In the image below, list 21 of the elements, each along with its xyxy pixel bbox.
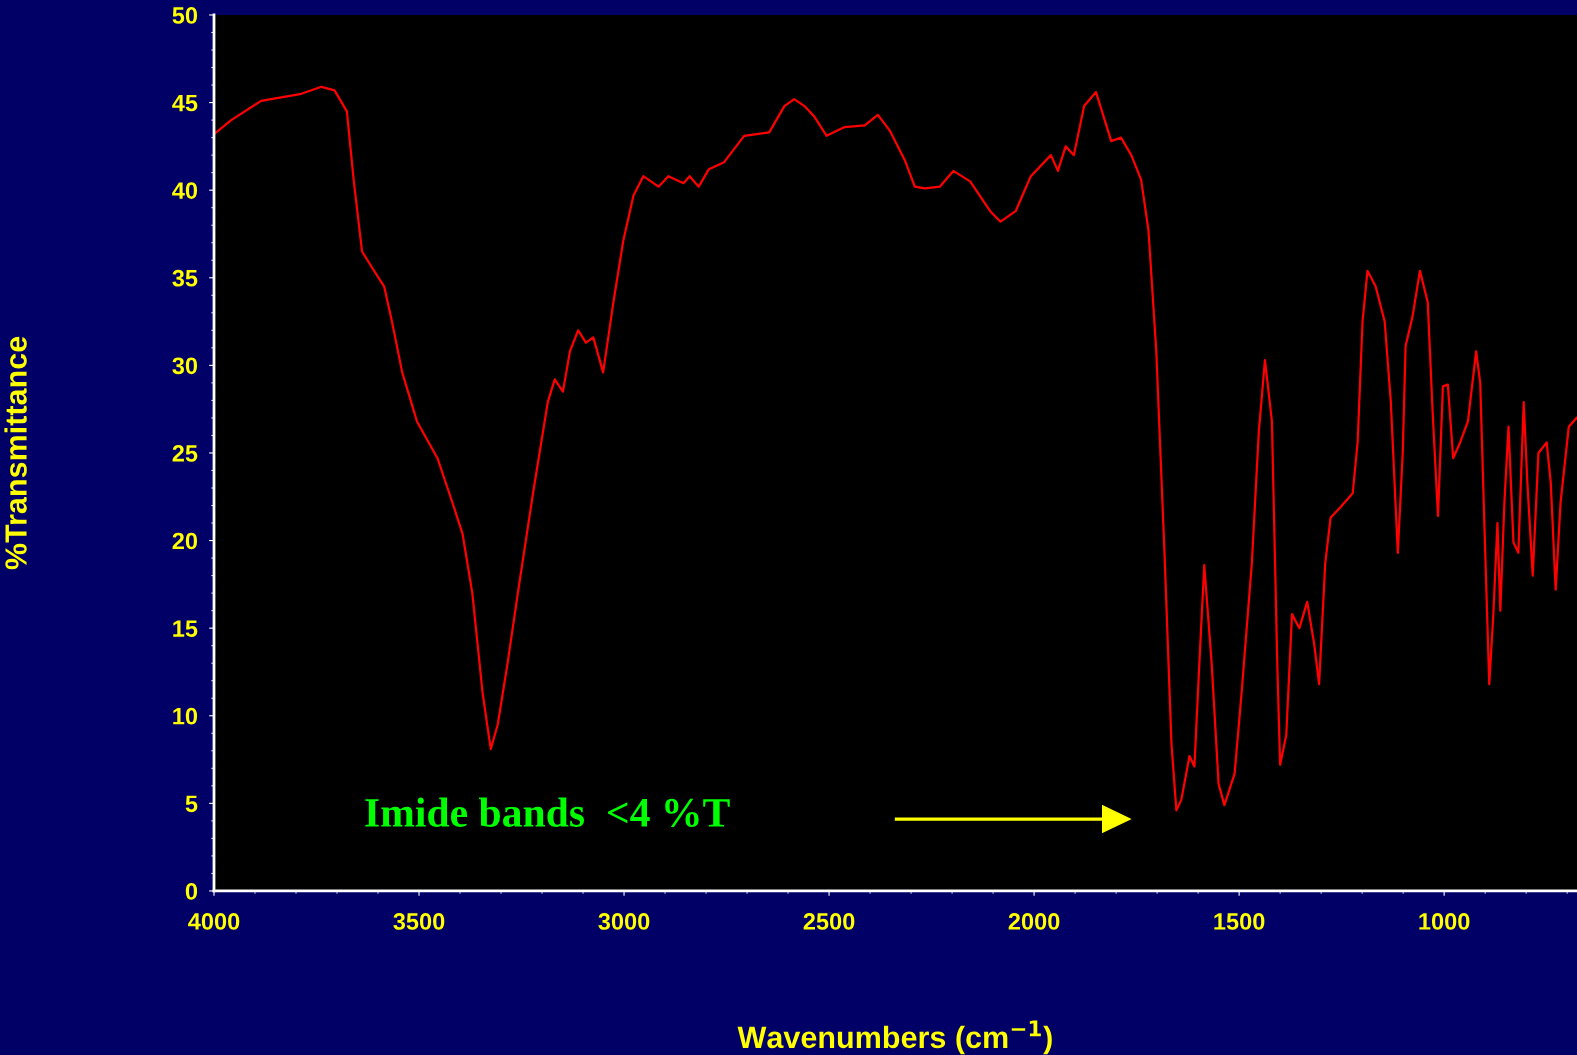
x-axis-title: Wavenumbers (cm$^{−1}$) <box>737 1020 1052 1055</box>
x-tick-label: 4000 <box>188 913 240 930</box>
x-tick-label: 3500 <box>393 913 445 930</box>
y-tick-label: 10 <box>173 707 198 725</box>
y-tick-label: 40 <box>172 182 198 199</box>
y-tick-label: 0 <box>185 883 198 900</box>
y-tick-label: 30 <box>172 357 198 375</box>
y-tick-label: 5 <box>185 795 198 813</box>
y-tick-label: 25 <box>172 445 198 462</box>
x-tick-label: 1000 <box>1419 913 1470 930</box>
x-tick-label: 2000 <box>1008 913 1060 930</box>
y-tick-label: 20 <box>172 532 198 550</box>
y-tick-label: 45 <box>172 94 198 112</box>
x-tick-label: 1500 <box>1214 913 1265 930</box>
annotation: Imide bands <4 %T <box>365 797 730 828</box>
y-tick-label: 15 <box>173 620 198 637</box>
y-axis-title: %Transmittance <box>4 336 27 570</box>
x-tick-label: 3000 <box>598 913 650 930</box>
y-tick-label: 50 <box>172 7 198 24</box>
y-tick-label: 35 <box>172 269 198 287</box>
x-tick-label: 2500 <box>803 913 855 930</box>
